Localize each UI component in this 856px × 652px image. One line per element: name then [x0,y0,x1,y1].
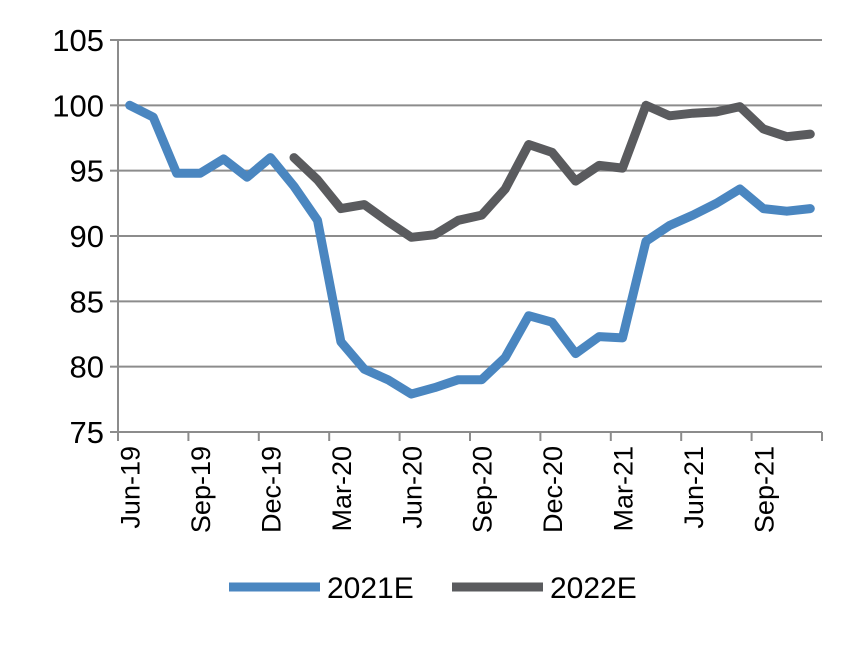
x-tick-label: Sep-21 [749,446,779,533]
x-tick-label: Jun-20 [397,446,427,529]
x-tick-label: Dec-20 [538,446,568,533]
series-line-2022e [289,100,815,242]
legend-label-2022e: 2022E [550,572,637,605]
x-tick-label: Mar-20 [327,446,357,532]
y-axis-ticks: 75 80 85 90 95 100 105 [52,23,118,450]
x-tick-label: Jun-19 [116,446,146,529]
x-tick-label: Mar-21 [609,446,639,532]
y-tick-label: 90 [70,219,104,254]
y-tick-label: 105 [52,23,104,58]
x-axis-ticks: Jun-19 Sep-19 Dec-19 Mar-20 Jun-20 Sep-20 Dec-… [116,432,823,533]
y-tick-label: 80 [70,350,104,385]
x-tick-label: Sep-20 [468,446,498,533]
legend: 2021E 2022E [229,572,637,605]
x-tick-label: Jun-21 [679,446,709,529]
legend-label-2021e: 2021E [327,572,414,605]
y-tick-label: 100 [52,88,104,123]
y-tick-label: 75 [70,415,104,450]
x-tick-label: Sep-19 [186,446,216,533]
series-lines [125,100,815,399]
series-line-2021e [125,100,815,399]
y-tick-label: 95 [70,154,104,189]
x-tick-label: Dec-19 [257,446,287,533]
y-tick-label: 85 [70,284,104,319]
